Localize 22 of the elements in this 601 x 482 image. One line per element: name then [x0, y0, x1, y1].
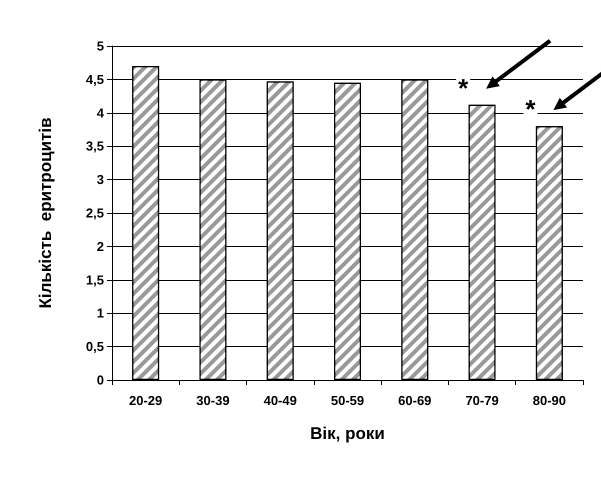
x-tick-label: 20-29: [129, 393, 162, 408]
annotation: *: [525, 94, 536, 124]
y-tick-label: 3: [96, 172, 104, 188]
x-tick-label: 30-39: [196, 393, 230, 408]
y-tick-label: 0,5: [86, 339, 104, 354]
y-axis-title: Кількість еритроцитів: [36, 117, 55, 309]
y-tick-label: 1,5: [86, 272, 104, 288]
x-tick-label: 50-59: [330, 393, 364, 408]
y-tick-label: 3,5: [86, 138, 104, 154]
y-tick-label: 2: [96, 238, 104, 254]
x-tick-label: 60-69: [398, 393, 432, 408]
x-tick-label: 40-49: [264, 393, 297, 408]
y-tick-label: 5: [96, 38, 104, 54]
y-tick-label: 4: [96, 105, 105, 120]
x-tick-label: 70-79: [465, 393, 499, 408]
annotation: *: [458, 72, 470, 103]
y-tick-label: 1: [96, 306, 104, 321]
x-axis-title: Вік, роки: [310, 424, 385, 443]
x-tick-label: 80-90: [532, 393, 566, 408]
y-tick-label: 2,5: [86, 206, 104, 220]
y-tick-label: 4,5: [86, 72, 104, 87]
y-tick-label: 0: [96, 372, 104, 388]
